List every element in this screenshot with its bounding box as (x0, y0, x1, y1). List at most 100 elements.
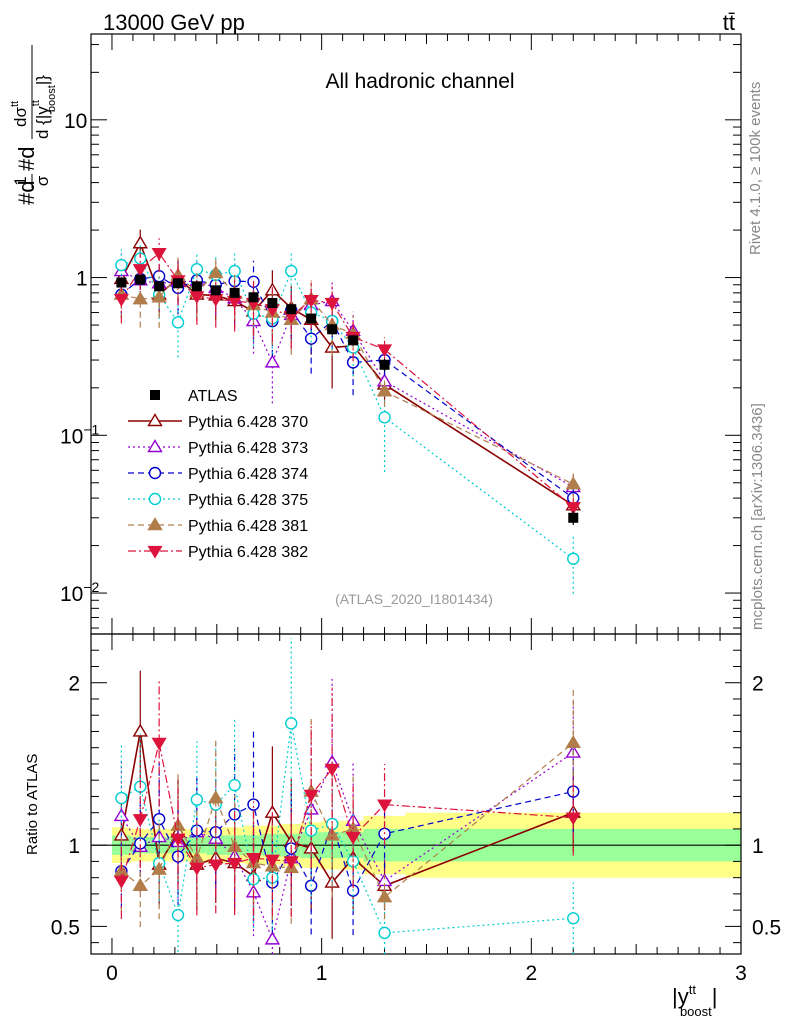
ratio-point (189, 862, 205, 876)
data-point (324, 297, 340, 311)
ratio-y-tick-label-right: 1 (752, 835, 764, 858)
y-tick-label: 10 (64, 110, 87, 133)
svg-text:1: 1 (11, 176, 30, 185)
ratio-point (190, 793, 204, 806)
y-label-d2: #d (14, 147, 39, 171)
atlas-point (327, 324, 338, 335)
main-panel: 10−2 10−1 1 10 All hadronic channel (ATLAS_… (60, 33, 742, 635)
data-point (132, 264, 148, 277)
ratio-point (324, 763, 340, 777)
ratio-point (345, 831, 361, 845)
y-label-frac-num: 1 (11, 176, 30, 185)
legend-entry: Pythia 6.428 382 (128, 544, 308, 561)
x-tick-label: 3 (735, 962, 747, 985)
data-point (132, 291, 149, 305)
legend-entry: Pythia 6.428 370 (128, 413, 308, 431)
ratio-point (132, 877, 149, 891)
ratio-point (208, 859, 224, 873)
y-label-frac-den: σ (33, 175, 52, 186)
data-point (304, 332, 318, 345)
x-label-main: |y (672, 984, 689, 1009)
atlas-point (267, 297, 278, 308)
ratio-point (376, 799, 393, 813)
ratio-frame (90, 633, 742, 955)
legend-entry: Pythia 6.428 375 (128, 492, 308, 509)
ratio-y-tick-label-left: 2 (68, 673, 80, 696)
ratio-pythia-6.428-370 (113, 670, 581, 939)
atlas-point (306, 313, 317, 324)
legend-label: Pythia 6.428 375 (188, 492, 308, 509)
atlas-point (348, 335, 359, 346)
data-point (151, 247, 167, 261)
x-label-sup: tt (689, 982, 697, 997)
legend-label: ATLAS (188, 388, 238, 405)
ratio-axis-ticks: 0.5 0.5 1 1 2 2 0 1 2 3 (51, 633, 781, 985)
data-point (303, 294, 319, 308)
ratio-point (132, 723, 149, 737)
ratio-y-tick-label-left: 0.5 (51, 916, 80, 939)
legend-marker (148, 492, 162, 506)
atlas-point (379, 359, 390, 370)
svg-text:σ: σ (33, 175, 52, 186)
ratio-point (132, 814, 148, 827)
ratio-pythia-6.428-375 (115, 638, 580, 954)
data-point (565, 502, 581, 515)
ratio-point (113, 808, 130, 822)
ratio-y-tick-label-left: 1 (68, 835, 80, 858)
legend-entry: ATLAS (150, 388, 238, 405)
legend-entry: Pythia 6.428 381 (128, 517, 308, 535)
ratio-point (565, 734, 581, 749)
ratio-series-group (113, 638, 581, 954)
legend-marker (147, 413, 163, 427)
data-point (567, 552, 580, 565)
y-label-den-close: |} (33, 75, 52, 85)
atlas-point (568, 512, 579, 523)
y-label-den-sub: boost (46, 85, 58, 112)
atlas-point (135, 274, 146, 285)
data-point (565, 476, 581, 490)
y-tick-label: 10−1 (60, 421, 100, 448)
ratio-point (567, 912, 580, 925)
legend-entry: Pythia 6.428 374 (128, 466, 308, 483)
x-axis-label: |ytt boost| (672, 982, 717, 1019)
ratio-y-label: Ratio to ATLAS (24, 754, 41, 855)
atlas-point (116, 277, 127, 288)
series-line (120, 252, 574, 508)
ratio-bands (91, 812, 741, 878)
data-point (171, 316, 185, 329)
y-tick-label: 1 (76, 268, 88, 291)
data-point (189, 291, 205, 305)
data-point (285, 264, 298, 278)
legend-marker (147, 439, 163, 453)
y-label-den: d {|y (33, 106, 52, 139)
ratio-point (264, 854, 280, 868)
data-point (134, 252, 147, 265)
svg-text:#d: #d (14, 147, 39, 171)
series-pythia-6.428-374 (115, 258, 580, 514)
x-tick-label: 1 (316, 962, 328, 985)
legend-label: Pythia 6.428 382 (188, 544, 308, 561)
legend-entry: Pythia 6.428 373 (128, 439, 308, 457)
ratio-point (247, 798, 260, 811)
legend: ATLAS Pythia 6.428 370 Pythia 6.428 373 Pyt… (128, 388, 308, 561)
data-point (378, 411, 391, 424)
main-axis-ticks: 10−2 10−1 1 10 (60, 34, 742, 634)
ratio-point (264, 931, 281, 945)
ratio-y-tick-label-right: 0.5 (752, 916, 781, 939)
y-tick-label: 10−2 (60, 579, 100, 606)
legend-label: Pythia 6.428 370 (188, 414, 308, 431)
legend-label: Pythia 6.428 374 (188, 466, 308, 483)
legend-marker (147, 545, 163, 559)
ratio-y-tick-label-right: 2 (752, 673, 764, 696)
ratio-point (152, 812, 166, 826)
legend-marker (150, 390, 160, 400)
ratio-point (285, 717, 298, 730)
atlas-point (210, 285, 221, 296)
data-point (132, 235, 149, 249)
legend-label: Pythia 6.428 373 (188, 440, 308, 457)
series-pythia-6.428-381 (113, 256, 581, 500)
series-line (121, 270, 574, 488)
